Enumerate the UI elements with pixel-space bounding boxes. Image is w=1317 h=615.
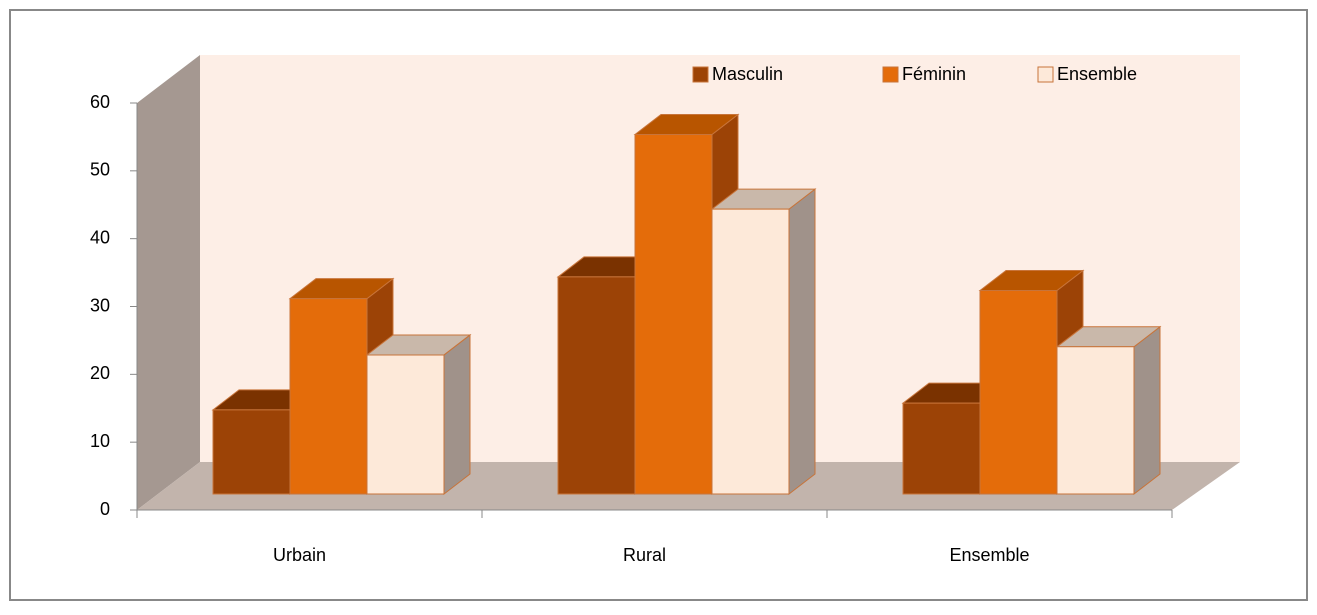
y-tick-label: 60	[90, 92, 110, 112]
x-tick-label: Ensemble	[949, 545, 1029, 565]
bar-front	[366, 354, 445, 495]
bar-front	[634, 133, 713, 495]
bar-front	[902, 402, 981, 495]
bar-front	[1056, 346, 1135, 495]
side-wall	[137, 55, 200, 510]
x-tick-label: Rural	[623, 545, 666, 565]
bar	[365, 333, 472, 496]
bar-front	[979, 290, 1058, 495]
y-tick-label: 0	[100, 499, 110, 519]
y-tick-label: 40	[90, 227, 110, 247]
legend-swatch	[882, 66, 899, 83]
y-tick-label: 30	[90, 295, 110, 315]
legend-label: Ensemble	[1057, 64, 1137, 84]
legend-swatch	[1037, 66, 1054, 83]
y-tick-label: 10	[90, 431, 110, 451]
bar-front	[557, 276, 636, 495]
bar-side	[788, 188, 816, 496]
bar	[1055, 325, 1162, 496]
legend-swatch	[692, 66, 709, 83]
bar	[710, 188, 817, 496]
x-tick-label: Urbain	[273, 545, 326, 565]
legend-label: Féminin	[902, 64, 966, 84]
legend-label: Masculin	[712, 64, 783, 84]
y-tick-label: 50	[90, 160, 110, 180]
bar-front	[212, 409, 291, 495]
bar-side	[1133, 325, 1161, 496]
bar-side	[443, 333, 471, 496]
y-tick-label: 20	[90, 363, 110, 383]
bar-front	[289, 298, 368, 495]
bar-front	[711, 208, 790, 495]
